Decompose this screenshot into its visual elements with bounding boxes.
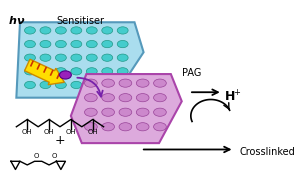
Ellipse shape [40, 40, 51, 48]
Ellipse shape [102, 68, 113, 75]
Ellipse shape [60, 71, 71, 79]
Ellipse shape [119, 108, 132, 116]
Ellipse shape [102, 108, 115, 116]
Ellipse shape [55, 68, 66, 75]
Ellipse shape [85, 94, 97, 102]
Ellipse shape [136, 108, 149, 116]
Ellipse shape [102, 94, 115, 102]
Ellipse shape [102, 27, 113, 34]
Ellipse shape [154, 108, 166, 116]
Text: OH: OH [87, 129, 98, 136]
Ellipse shape [40, 81, 51, 89]
Ellipse shape [136, 123, 149, 131]
Text: O: O [34, 153, 39, 159]
Ellipse shape [71, 68, 82, 75]
Ellipse shape [86, 81, 97, 89]
Ellipse shape [119, 123, 132, 131]
Ellipse shape [40, 68, 51, 75]
Text: OH: OH [44, 129, 54, 136]
Ellipse shape [55, 40, 66, 48]
Ellipse shape [86, 40, 97, 48]
Ellipse shape [85, 123, 97, 131]
Ellipse shape [102, 79, 115, 87]
Text: H: H [225, 90, 236, 102]
Ellipse shape [154, 94, 166, 102]
Text: h: h [9, 16, 17, 26]
Ellipse shape [71, 27, 82, 34]
Text: OH: OH [22, 129, 33, 136]
Ellipse shape [117, 54, 128, 61]
Ellipse shape [55, 81, 66, 89]
Ellipse shape [85, 108, 97, 116]
Ellipse shape [25, 40, 36, 48]
Ellipse shape [55, 27, 66, 34]
Ellipse shape [71, 40, 82, 48]
Ellipse shape [86, 54, 97, 61]
Ellipse shape [25, 68, 36, 75]
Ellipse shape [154, 79, 166, 87]
Ellipse shape [136, 79, 149, 87]
Ellipse shape [55, 54, 66, 61]
Ellipse shape [102, 54, 113, 61]
Ellipse shape [71, 54, 82, 61]
Text: ν: ν [16, 16, 24, 26]
Text: O: O [52, 153, 57, 159]
Ellipse shape [119, 94, 132, 102]
Text: +: + [234, 88, 240, 97]
Ellipse shape [117, 40, 128, 48]
Ellipse shape [119, 79, 132, 87]
Ellipse shape [71, 81, 82, 89]
Ellipse shape [40, 27, 51, 34]
Polygon shape [71, 74, 182, 143]
Ellipse shape [102, 123, 115, 131]
Text: Sensitiser: Sensitiser [56, 16, 104, 26]
Ellipse shape [25, 81, 36, 89]
Ellipse shape [40, 54, 51, 61]
Text: +: + [55, 134, 65, 147]
Text: PAG: PAG [182, 68, 201, 78]
Ellipse shape [25, 27, 36, 34]
Ellipse shape [85, 79, 97, 87]
Ellipse shape [136, 94, 149, 102]
Polygon shape [16, 22, 144, 98]
FancyArrow shape [25, 59, 64, 85]
Ellipse shape [117, 68, 128, 75]
Ellipse shape [25, 54, 36, 61]
Ellipse shape [102, 40, 113, 48]
Ellipse shape [86, 27, 97, 34]
Ellipse shape [117, 27, 128, 34]
Text: OH: OH [65, 129, 76, 136]
Ellipse shape [154, 123, 166, 131]
Text: Crosslinked: Crosslinked [239, 147, 295, 157]
Ellipse shape [86, 68, 97, 75]
